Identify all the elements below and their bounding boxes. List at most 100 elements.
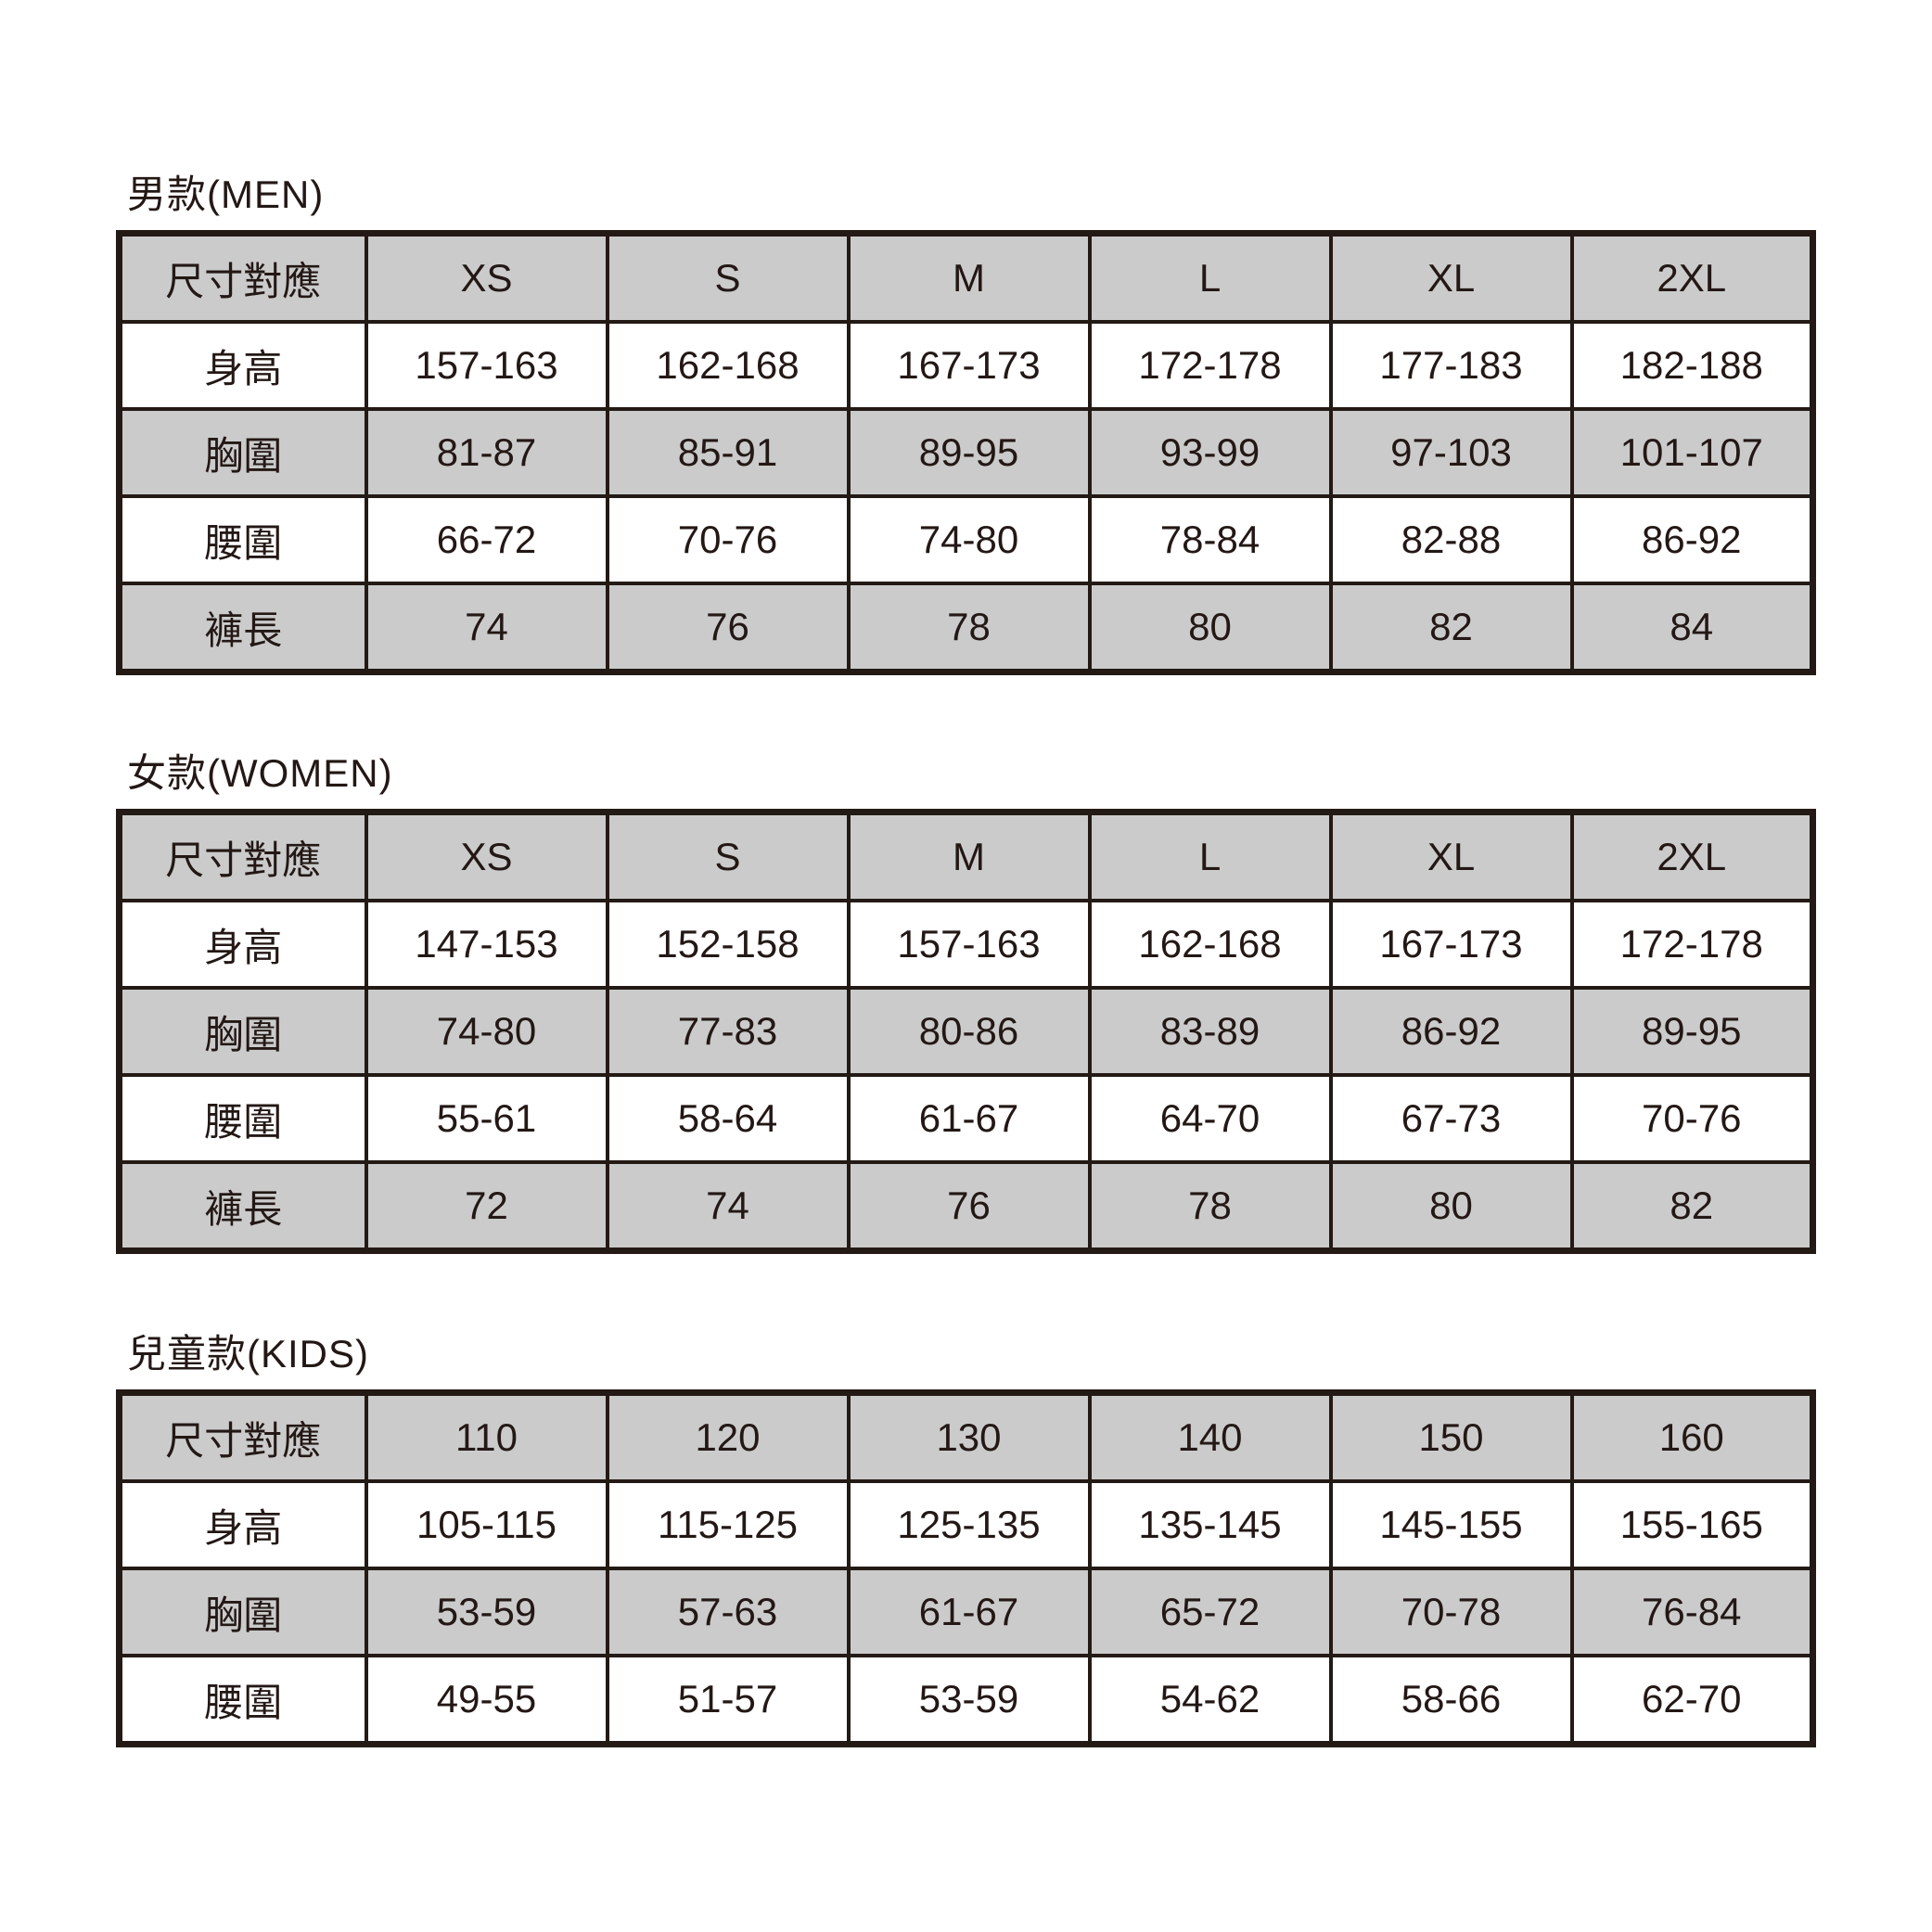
value-cell: 51-57 bbox=[605, 1654, 851, 1746]
men-table-title: 男款(MEN) bbox=[127, 173, 325, 216]
size-column-header: 2XL bbox=[1569, 810, 1815, 902]
value-cell: 177-183 bbox=[1328, 320, 1574, 411]
value-cell: 76-84 bbox=[1569, 1567, 1815, 1657]
value-cell: 89-95 bbox=[1569, 986, 1815, 1077]
row-label-cell: 胸圍 bbox=[117, 986, 368, 1077]
size-column-header: S bbox=[605, 810, 851, 902]
value-cell: 78 bbox=[846, 582, 1092, 674]
value-cell: 97-103 bbox=[1328, 407, 1574, 498]
value-cell: 167-173 bbox=[846, 320, 1092, 411]
table-row: 腰圍 66-72 70-76 74-80 78-84 82-88 86-92 bbox=[117, 494, 1815, 585]
size-column-header: 140 bbox=[1087, 1390, 1333, 1483]
size-column-header: 130 bbox=[846, 1390, 1092, 1483]
value-cell: 70-78 bbox=[1328, 1567, 1574, 1657]
table-row: 胸圍 53-59 57-63 61-67 65-72 70-78 76-84 bbox=[117, 1567, 1815, 1657]
table-row: 褲長 74 76 78 80 82 84 bbox=[117, 582, 1815, 674]
value-cell: 162-168 bbox=[1087, 899, 1333, 990]
table-row: 身高 157-163 162-168 167-173 172-178 177-183 182… bbox=[117, 320, 1815, 411]
value-cell: 147-153 bbox=[364, 899, 609, 990]
value-cell: 80-86 bbox=[846, 986, 1092, 1077]
women-size-table: 尺寸對應 XS S M L XL 2XL 身高 147-153 152-158 157-163 162… bbox=[116, 809, 1816, 1254]
row-label-cell: 身高 bbox=[117, 1479, 368, 1570]
men-size-table: 尺寸對應 XS S M L XL 2XL 身高 157-163 162-168 167-173 172… bbox=[116, 230, 1816, 675]
header-row: 尺寸對應 XS S M L XL 2XL bbox=[117, 231, 1815, 324]
value-cell: 65-72 bbox=[1087, 1567, 1333, 1657]
value-cell: 182-188 bbox=[1569, 320, 1815, 411]
row-label-cell: 褲長 bbox=[117, 582, 368, 674]
value-cell: 49-55 bbox=[364, 1654, 609, 1746]
value-cell: 66-72 bbox=[364, 494, 609, 585]
value-cell: 55-61 bbox=[364, 1073, 609, 1164]
size-column-header: L bbox=[1087, 231, 1333, 324]
value-cell: 125-135 bbox=[846, 1479, 1092, 1570]
value-cell: 84 bbox=[1569, 582, 1815, 674]
value-cell: 53-59 bbox=[846, 1654, 1092, 1746]
women-table-title: 女款(WOMEN) bbox=[127, 751, 393, 795]
table-row: 身高 105-115 115-125 125-135 135-145 145-155 155… bbox=[117, 1479, 1815, 1570]
value-cell: 74-80 bbox=[846, 494, 1092, 585]
row-label-cell: 褲長 bbox=[117, 1160, 368, 1253]
row-label-cell: 胸圍 bbox=[117, 1567, 368, 1657]
value-cell: 86-92 bbox=[1569, 494, 1815, 585]
size-column-header: 2XL bbox=[1569, 231, 1815, 324]
table-row: 胸圍 74-80 77-83 80-86 83-89 86-92 89-95 bbox=[117, 986, 1815, 1077]
value-cell: 70-76 bbox=[1569, 1073, 1815, 1164]
value-cell: 76 bbox=[605, 582, 851, 674]
men-size-section: 男款(MEN) 尺寸對應 XS S M L XL 2XL 身高 157-163 162-168 16… bbox=[116, 173, 1816, 675]
value-cell: 85-91 bbox=[605, 407, 851, 498]
row-label-cell: 身高 bbox=[117, 320, 368, 411]
value-cell: 101-107 bbox=[1569, 407, 1815, 498]
value-cell: 82 bbox=[1328, 582, 1574, 674]
header-label-cell: 尺寸對應 bbox=[117, 1390, 368, 1483]
header-row: 尺寸對應 XS S M L XL 2XL bbox=[117, 810, 1815, 902]
kids-size-section: 兒童款(KIDS) 尺寸對應 110 120 130 140 150 160 身高 105-11… bbox=[116, 1332, 1816, 1747]
value-cell: 145-155 bbox=[1328, 1479, 1574, 1570]
size-column-header: XL bbox=[1328, 231, 1574, 324]
table-row: 腰圍 55-61 58-64 61-67 64-70 67-73 70-76 bbox=[117, 1073, 1815, 1164]
size-column-header: XS bbox=[364, 231, 609, 324]
row-label-cell: 腰圍 bbox=[117, 1073, 368, 1164]
value-cell: 89-95 bbox=[846, 407, 1092, 498]
value-cell: 80 bbox=[1087, 582, 1333, 674]
value-cell: 78-84 bbox=[1087, 494, 1333, 585]
value-cell: 152-158 bbox=[605, 899, 851, 990]
value-cell: 58-64 bbox=[605, 1073, 851, 1164]
value-cell: 74-80 bbox=[364, 986, 609, 1077]
women-size-section: 女款(WOMEN) 尺寸對應 XS S M L XL 2XL 身高 147-153 152-158… bbox=[116, 751, 1816, 1254]
value-cell: 80 bbox=[1328, 1160, 1574, 1253]
value-cell: 157-163 bbox=[846, 899, 1092, 990]
value-cell: 78 bbox=[1087, 1160, 1333, 1253]
value-cell: 62-70 bbox=[1569, 1654, 1815, 1746]
header-label-cell: 尺寸對應 bbox=[117, 231, 368, 324]
size-column-header: 160 bbox=[1569, 1390, 1815, 1483]
table-row: 胸圍 81-87 85-91 89-95 93-99 97-103 101-107 bbox=[117, 407, 1815, 498]
size-column-header: 150 bbox=[1328, 1390, 1574, 1483]
value-cell: 157-163 bbox=[364, 320, 609, 411]
value-cell: 67-73 bbox=[1328, 1073, 1574, 1164]
value-cell: 53-59 bbox=[364, 1567, 609, 1657]
size-column-header: XS bbox=[364, 810, 609, 902]
value-cell: 61-67 bbox=[846, 1567, 1092, 1657]
value-cell: 77-83 bbox=[605, 986, 851, 1077]
value-cell: 54-62 bbox=[1087, 1654, 1333, 1746]
size-column-header: L bbox=[1087, 810, 1333, 902]
value-cell: 172-178 bbox=[1569, 899, 1815, 990]
kids-size-table: 尺寸對應 110 120 130 140 150 160 身高 105-115 115-125 12… bbox=[116, 1389, 1816, 1747]
header-row: 尺寸對應 110 120 130 140 150 160 bbox=[117, 1390, 1815, 1483]
kids-table-title: 兒童款(KIDS) bbox=[127, 1332, 370, 1375]
value-cell: 64-70 bbox=[1087, 1073, 1333, 1164]
size-column-header: 110 bbox=[364, 1390, 609, 1483]
row-label-cell: 身高 bbox=[117, 899, 368, 990]
value-cell: 172-178 bbox=[1087, 320, 1333, 411]
table-row: 腰圍 49-55 51-57 53-59 54-62 58-66 62-70 bbox=[117, 1654, 1815, 1746]
row-label-cell: 腰圍 bbox=[117, 494, 368, 585]
row-label-cell: 腰圍 bbox=[117, 1654, 368, 1746]
value-cell: 135-145 bbox=[1087, 1479, 1333, 1570]
value-cell: 155-165 bbox=[1569, 1479, 1815, 1570]
value-cell: 72 bbox=[364, 1160, 609, 1253]
value-cell: 115-125 bbox=[605, 1479, 851, 1570]
value-cell: 167-173 bbox=[1328, 899, 1574, 990]
size-column-header: M bbox=[846, 810, 1092, 902]
value-cell: 74 bbox=[364, 582, 609, 674]
value-cell: 162-168 bbox=[605, 320, 851, 411]
